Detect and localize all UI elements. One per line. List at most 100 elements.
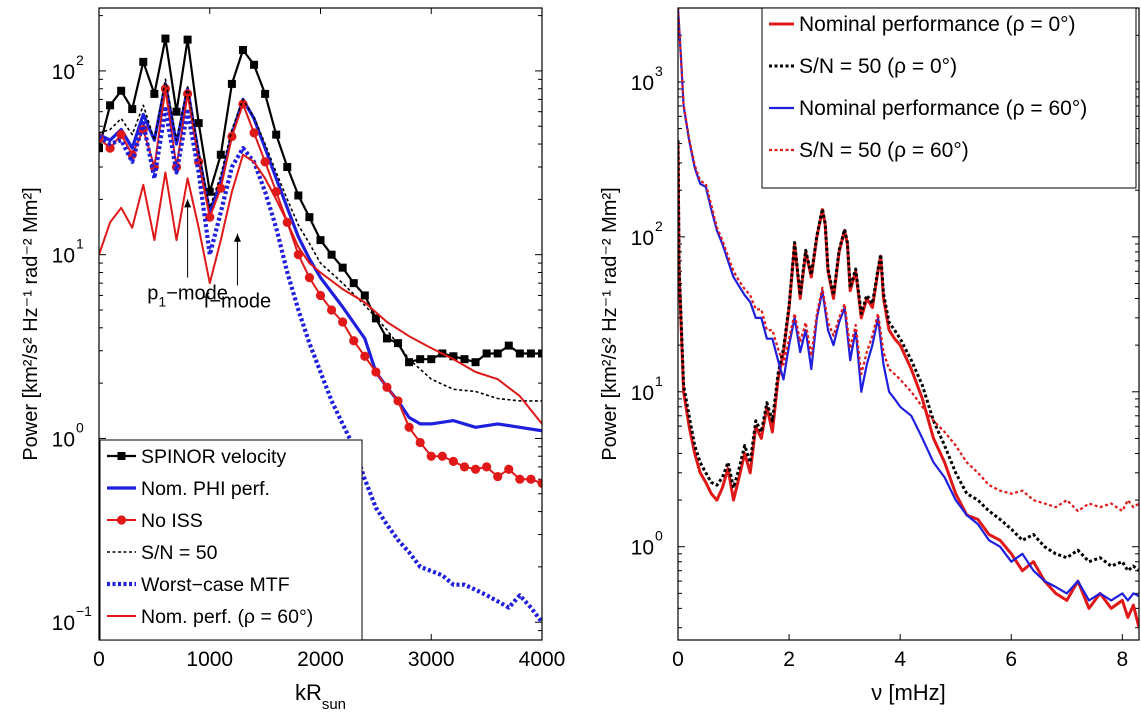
series-marker-1	[261, 90, 269, 98]
series-marker-3	[360, 352, 369, 361]
x-axis-label-subscript: sun	[322, 696, 346, 713]
legend-label-3: Nominal performance (ρ = 60°)	[799, 97, 1087, 120]
y-tick-label: 100	[631, 528, 663, 560]
legend-label-3: No ISS	[141, 510, 203, 532]
series-marker-1	[494, 349, 502, 357]
y-tick-label: 102	[631, 218, 663, 250]
series-marker-1	[516, 349, 524, 357]
series-marker-3	[471, 465, 480, 474]
x-tick-label: 8	[1116, 648, 1128, 671]
x-tick-label: 4000	[519, 648, 566, 671]
x-axis-label-main: ν [mHz]	[871, 680, 946, 705]
legend-marker	[117, 515, 126, 524]
series-marker-3	[349, 336, 358, 345]
y-tick-base: 10	[631, 537, 654, 560]
legend-label-4: S/N = 50	[141, 542, 218, 564]
series-marker-3	[482, 462, 491, 471]
y-tick-label: 102	[52, 52, 84, 84]
series-marker-1	[305, 213, 313, 221]
series-marker-3	[371, 367, 380, 376]
y-tick-base: 10	[631, 227, 654, 250]
annotation-text: f−mode	[204, 290, 271, 312]
x-tick-label: 3000	[408, 648, 455, 671]
x-axis-label: kRsun	[295, 680, 346, 713]
series-line-2	[99, 84, 542, 431]
series-marker-1	[505, 342, 513, 350]
legend-label-4: S/N = 50 (ρ = 60°)	[799, 139, 969, 162]
legend-marker	[118, 452, 126, 460]
series-line-2	[678, 140, 1139, 570]
series-marker-1	[106, 101, 114, 109]
series-marker-1	[139, 58, 147, 66]
series-marker-1	[173, 108, 181, 116]
series-marker-1	[272, 131, 280, 139]
series-marker-3	[493, 472, 502, 481]
series-marker-1	[427, 355, 435, 363]
series-marker-1	[460, 355, 468, 363]
y-tick-exponent: 1	[655, 373, 663, 389]
series-marker-1	[184, 36, 192, 44]
series-marker-3	[427, 452, 436, 461]
y-tick-label: 101	[52, 236, 84, 268]
y-tick-label: 10−1	[52, 603, 93, 635]
series-marker-1	[394, 339, 402, 347]
y-axis-label: Power [km²/s² Hz⁻¹ rad⁻² Mm²]	[599, 187, 621, 460]
series-marker-1	[128, 105, 136, 113]
y-axis-label: Power [km²/s² Hz⁻¹ rad⁻² Mm²]	[20, 187, 42, 460]
legend-label-1: SPINOR velocity	[141, 446, 286, 468]
legend-label-2: S/N = 50 (ρ = 0°)	[799, 55, 957, 78]
series-marker-1	[195, 119, 203, 127]
y-tick-base: 10	[631, 382, 654, 405]
series-marker-1	[328, 251, 336, 259]
series-marker-3	[338, 317, 347, 326]
x-tick-label: 2	[783, 648, 795, 671]
x-tick-label: 4	[894, 648, 906, 671]
annotation-arrow	[184, 199, 191, 277]
y-tick-base: 10	[52, 245, 75, 268]
series-marker-1	[483, 349, 491, 357]
legend-label-1: Nominal performance (ρ = 0°)	[799, 13, 1076, 36]
y-tick-exponent: 0	[655, 528, 663, 544]
series-marker-3	[438, 452, 447, 461]
series-marker-3	[327, 305, 336, 314]
series-marker-3	[504, 465, 513, 474]
y-tick-exponent: 0	[76, 419, 84, 435]
y-tick-base: 10	[52, 61, 75, 84]
y-tick-exponent: −1	[76, 603, 92, 619]
y-tick-label: 100	[52, 419, 84, 451]
annotation-text: p	[147, 283, 158, 305]
y-tick-label: 103	[631, 63, 663, 95]
y-tick-exponent: 3	[655, 63, 663, 79]
series-marker-1	[150, 90, 158, 98]
series-marker-1	[217, 151, 225, 159]
y-tick-exponent: 1	[76, 236, 84, 252]
series-marker-1	[228, 80, 236, 88]
series-marker-1	[283, 163, 291, 171]
y-tick-base: 10	[631, 72, 654, 95]
series-marker-1	[361, 291, 369, 299]
arrow-head	[184, 199, 191, 207]
legend-label-2: Nom. PHI perf.	[141, 478, 270, 500]
series-marker-1	[250, 61, 258, 69]
annotation-arrow	[234, 234, 241, 286]
series-marker-1	[383, 334, 391, 342]
series-marker-1	[294, 191, 302, 199]
legend-1: Nominal performance (ρ = 0°) S/N = 50 (ρ …	[762, 8, 1136, 188]
x-tick-label: 6	[1005, 648, 1017, 671]
series-marker-1	[472, 358, 480, 366]
series-marker-3	[526, 475, 535, 484]
series-marker-3	[261, 157, 270, 166]
series-marker-3	[405, 423, 414, 432]
arrow-head	[234, 234, 241, 242]
annotation-label: f−mode	[204, 290, 271, 312]
x-tick-label: 0	[93, 648, 105, 671]
series-marker-3	[515, 475, 524, 484]
x-axis-label-main: kR	[295, 680, 322, 705]
series-marker-3	[117, 130, 126, 139]
series-marker-1	[161, 35, 169, 43]
series-marker-3	[449, 457, 458, 466]
series-marker-3	[460, 462, 469, 471]
y-tick-label: 101	[631, 373, 663, 405]
y-tick-base: 10	[52, 612, 75, 635]
